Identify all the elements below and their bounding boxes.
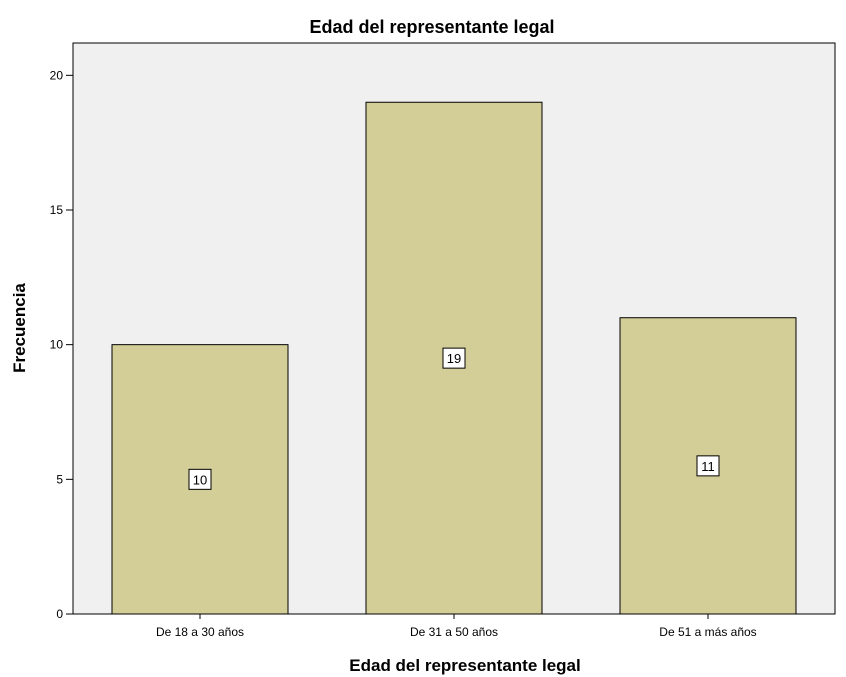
y-tick-label: 20 [50, 68, 64, 82]
chart-title: Edad del representante legal [309, 17, 554, 37]
data-label-box [442, 347, 466, 369]
data-label-box [696, 455, 720, 477]
data-label-box [188, 468, 212, 490]
y-tick-label: 0 [56, 607, 63, 621]
data-label: 11 [701, 459, 715, 474]
y-tick-label: 15 [50, 203, 64, 217]
y-tick-label: 5 [56, 472, 63, 486]
x-tick-label: De 31 a 50 años [410, 625, 498, 639]
y-tick-label: 10 [50, 338, 64, 352]
y-axis-title: Frecuencia [10, 283, 29, 373]
x-tick-label: De 18 a 30 años [156, 625, 244, 639]
x-tick-label: De 51 a más años [659, 625, 756, 639]
data-label: 19 [447, 351, 461, 366]
x-axis-title: Edad del representante legal [349, 656, 580, 675]
data-label: 10 [193, 472, 207, 487]
